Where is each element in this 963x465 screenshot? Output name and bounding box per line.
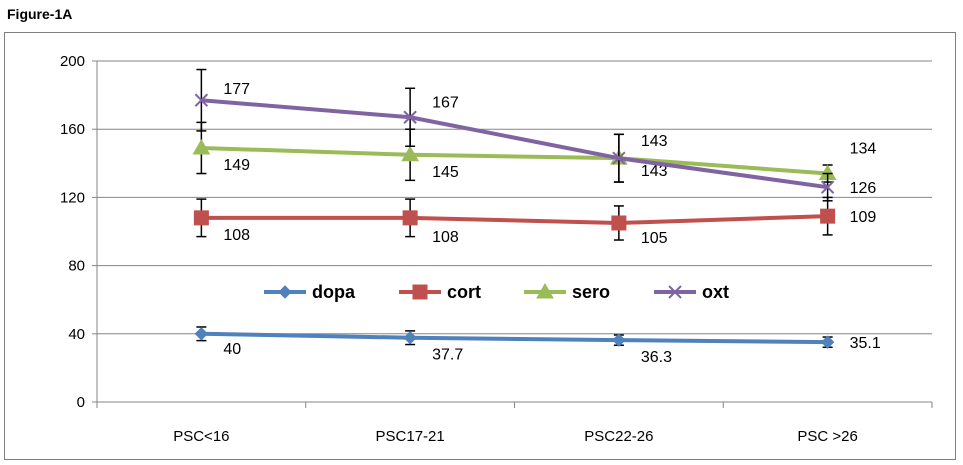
legend: dopa cort sero oxt	[264, 282, 729, 302]
marker-diamond	[194, 327, 209, 341]
marker-diamond	[820, 335, 835, 349]
data-label: 108	[223, 227, 250, 244]
marker-x-stroke	[194, 93, 209, 107]
x-tick-label: PSC >26	[797, 428, 857, 445]
data-label: 177	[223, 81, 250, 98]
marker-square	[611, 215, 627, 231]
figure-title: Figure-1A	[7, 6, 73, 22]
marker-x-stroke	[403, 110, 417, 124]
marker-triangle	[192, 138, 211, 155]
y-tick-label: 0	[77, 394, 85, 411]
series-line-oxt	[201, 98, 828, 190]
y-tick-label: 80	[68, 258, 85, 275]
marker-square	[402, 210, 418, 226]
data-label: 109	[850, 209, 877, 226]
marker-x-stroke	[612, 151, 626, 165]
marker-triangle	[536, 282, 554, 299]
series-cort: 108 108 105 109	[193, 196, 877, 247]
data-label: 145	[432, 164, 459, 181]
data-label: 167	[432, 94, 459, 111]
marker-square	[412, 284, 428, 300]
y-tick-label: 40	[68, 326, 85, 343]
marker-triangle	[401, 145, 419, 162]
marker-square	[193, 210, 209, 226]
data-label: 105	[641, 230, 668, 247]
data-label: 143	[641, 163, 668, 180]
series-oxt: 177 167 143 126	[194, 68, 877, 202]
data-label: 35.1	[850, 335, 881, 352]
legend-label: sero	[572, 282, 610, 302]
marker-x-stroke	[668, 285, 682, 299]
marker-x	[820, 180, 835, 194]
marker-diamond	[278, 285, 292, 299]
series-line-dopa	[201, 331, 828, 345]
marker-x	[668, 285, 682, 299]
marker-x	[403, 110, 417, 124]
x-tick-label: PSC<16	[173, 428, 229, 445]
legend-label: dopa	[312, 282, 356, 302]
data-label: 36.3	[641, 349, 672, 366]
y-tick-label: 200	[60, 53, 85, 70]
marker-x	[612, 151, 626, 165]
marker-x	[194, 93, 209, 107]
series-dopa: 40 37.7 36.3 35.1	[194, 326, 881, 366]
series-line-sero	[201, 145, 828, 176]
x-tick-label: PSC22-26	[584, 428, 653, 445]
data-label: 37.7	[432, 347, 463, 364]
marker-diamond	[403, 331, 417, 345]
data-label: 143	[641, 133, 668, 150]
x-tick-label: PSC17-21	[376, 428, 445, 445]
legend-label: oxt	[702, 282, 729, 302]
series-sero: 149 145 143 134	[192, 121, 877, 183]
data-label: 108	[432, 229, 459, 246]
data-label: 134	[850, 141, 877, 158]
legend-item-sero: sero	[524, 282, 610, 302]
legend-label: cort	[447, 282, 481, 302]
axes: 0 40 80 120 160 200 PSC<16 PSC17-21 PSC22-26 PSC …	[60, 53, 933, 445]
y-tick-label: 120	[60, 189, 85, 206]
series-line-cort	[201, 214, 828, 225]
data-label: 40	[223, 341, 241, 358]
data-label: 126	[850, 180, 877, 197]
marker-diamond	[612, 333, 626, 347]
legend-item-oxt: oxt	[654, 282, 729, 302]
legend-item-cort: cort	[399, 282, 481, 302]
y-tick-label: 160	[60, 121, 85, 138]
marker-square	[820, 208, 836, 224]
marker-x-stroke	[820, 180, 835, 194]
data-label: 149	[223, 157, 250, 174]
legend-item-dopa: dopa	[264, 282, 356, 302]
chart-frame	[4, 32, 956, 460]
